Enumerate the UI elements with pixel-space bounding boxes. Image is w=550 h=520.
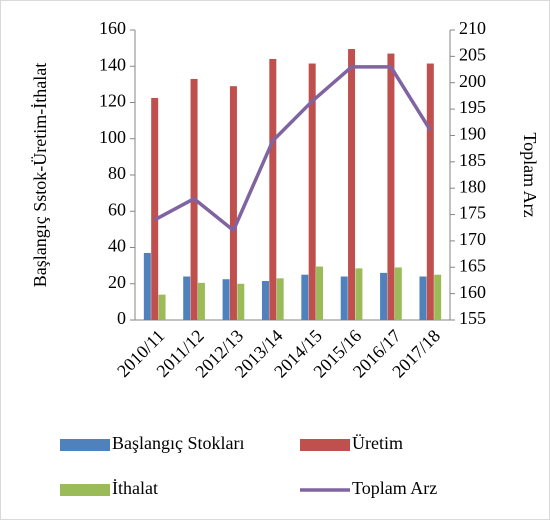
y2-tick-label: 205 xyxy=(459,44,486,64)
bar xyxy=(222,279,230,320)
legend-swatch xyxy=(60,439,110,451)
bar xyxy=(237,283,245,320)
y2-tick-label: 195 xyxy=(459,97,486,117)
bar xyxy=(143,252,151,320)
y-tick-label: 120 xyxy=(99,91,126,111)
bar xyxy=(394,267,402,320)
bar xyxy=(151,97,159,320)
legend-label: Başlangıç Stokları xyxy=(112,433,244,453)
bar xyxy=(340,276,348,320)
y-axis-title: Başlangıç Sstok-Üretim-İthalat xyxy=(30,63,50,287)
y2-axis-title: Toplam Arz xyxy=(520,132,540,217)
legend-swatch xyxy=(300,439,350,451)
bar xyxy=(308,63,316,320)
bar xyxy=(426,63,434,320)
y2-tick-label: 185 xyxy=(459,150,486,170)
y-tick-label: 140 xyxy=(99,54,126,74)
legend-label: Toplam Arz xyxy=(352,478,437,498)
bar xyxy=(355,268,363,320)
bar xyxy=(419,276,427,320)
legend-label: Üretim xyxy=(352,433,403,453)
y-tick-label: 0 xyxy=(117,308,126,328)
y2-tick-label: 160 xyxy=(459,282,486,302)
y-tick-label: 160 xyxy=(99,18,126,38)
bar xyxy=(301,274,309,320)
y2-tick-label: 170 xyxy=(459,229,486,249)
bar xyxy=(269,59,277,320)
y-tick-label: 80 xyxy=(108,163,126,183)
bar xyxy=(197,282,205,320)
y-tick-label: 40 xyxy=(108,236,126,256)
line xyxy=(153,65,432,233)
bar xyxy=(348,49,356,320)
y2-tick-label: 175 xyxy=(459,203,486,223)
y2-tick-label: 190 xyxy=(459,124,486,144)
bar xyxy=(387,53,395,320)
bar xyxy=(183,276,191,320)
legend-swatch xyxy=(60,484,110,496)
y2-tick-label: 180 xyxy=(459,176,486,196)
y2-tick-label: 155 xyxy=(459,308,486,328)
bar xyxy=(158,294,166,320)
y2-tick-label: 165 xyxy=(459,255,486,275)
y-tick-label: 20 xyxy=(108,272,126,292)
bar xyxy=(261,281,269,320)
legend-label: İthalat xyxy=(112,478,158,498)
bar xyxy=(276,278,284,320)
y2-tick-label: 210 xyxy=(459,18,486,38)
bar xyxy=(434,274,442,320)
y-tick-label: 60 xyxy=(108,199,126,219)
y2-tick-label: 200 xyxy=(459,71,486,91)
bar xyxy=(229,86,237,320)
bar xyxy=(380,272,388,320)
bar xyxy=(316,266,324,320)
y-tick-label: 100 xyxy=(99,127,126,147)
